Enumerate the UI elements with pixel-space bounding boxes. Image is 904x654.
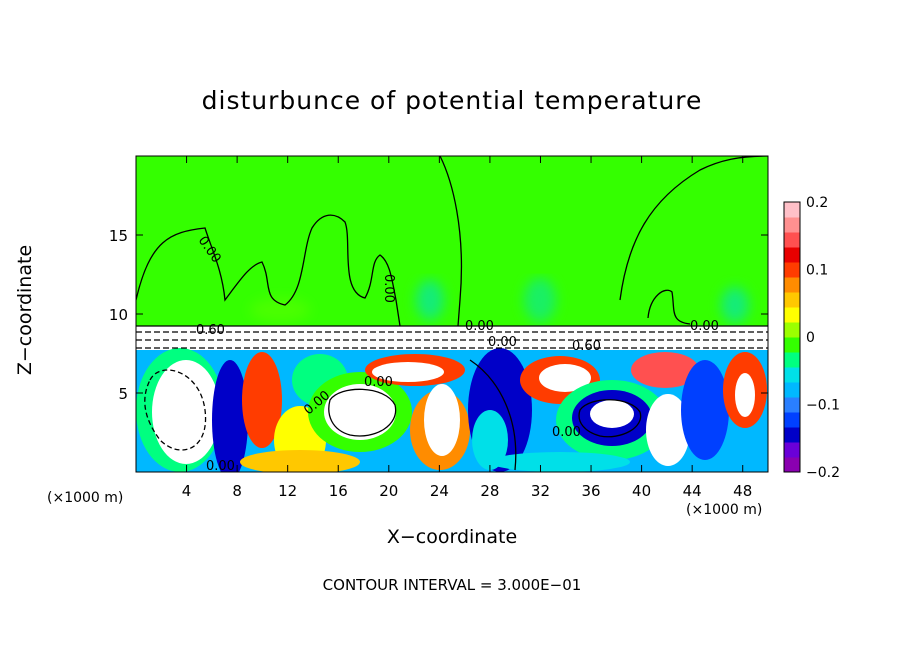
contour-interval-note: CONTOUR INTERVAL = 3.000E−01 bbox=[322, 576, 582, 594]
chart-title: disturbunce of potential temperature bbox=[201, 86, 703, 115]
y-tick-label: 10 bbox=[109, 306, 128, 324]
colorbar-swatch bbox=[784, 202, 800, 218]
contour-label: 0.00 bbox=[690, 319, 719, 334]
colorbar-swatch bbox=[784, 232, 800, 248]
x-tick-label: 16 bbox=[329, 482, 348, 500]
contour-label: 0.60 bbox=[196, 323, 225, 338]
y-tick-label: 5 bbox=[118, 385, 128, 403]
colorbar-swatch bbox=[784, 292, 800, 308]
upper-layer-fill bbox=[136, 156, 768, 330]
colorbar-swatch bbox=[784, 322, 800, 338]
colorbar-swatch bbox=[784, 247, 800, 263]
colorbar-swatch bbox=[784, 307, 800, 323]
x-tick-label: 12 bbox=[278, 482, 297, 500]
colorbar-swatch bbox=[784, 427, 800, 443]
x-tick-label: 4 bbox=[182, 482, 192, 500]
colorbar-swatch bbox=[784, 367, 800, 383]
contour-label: 0.00 bbox=[364, 375, 393, 390]
colorbar-swatch bbox=[784, 262, 800, 278]
colorbar-swatch bbox=[784, 457, 800, 473]
colorbar-tick-label: 0.2 bbox=[806, 195, 828, 211]
lower-layer-turbulence bbox=[136, 348, 767, 472]
x-tick-label: 36 bbox=[581, 482, 600, 500]
colorbar-swatch bbox=[784, 337, 800, 353]
colorbar-swatch bbox=[784, 397, 800, 413]
heatmap-field bbox=[136, 156, 768, 472]
contour-line bbox=[578, 399, 642, 438]
x-tick-label: 32 bbox=[531, 482, 550, 500]
y-axis: 5 10 15 bbox=[109, 227, 768, 403]
transition-layer bbox=[136, 326, 768, 350]
x-tick-label: 24 bbox=[430, 482, 449, 500]
contour-line bbox=[136, 214, 401, 327]
contour-line bbox=[619, 156, 768, 301]
contour-label: 0.60 bbox=[572, 339, 601, 354]
x-tick-label: 28 bbox=[480, 482, 499, 500]
x-unit-label-left: (×1000 m) bbox=[47, 490, 124, 506]
contour-lines bbox=[136, 156, 768, 471]
colorbar-tick-label: 0.1 bbox=[806, 263, 828, 279]
colorbar-swatch bbox=[784, 442, 800, 458]
upper-layer-shading bbox=[250, 278, 749, 323]
contour-label: 0.00 bbox=[488, 335, 517, 350]
colorbar-tick-label: −0.2 bbox=[806, 465, 840, 481]
contour-label: 0.00 bbox=[465, 319, 494, 334]
colorbar-swatch bbox=[784, 277, 800, 293]
contour-line bbox=[469, 359, 517, 471]
colorbar-frame bbox=[783, 201, 801, 473]
contour-label: 0.00 bbox=[381, 274, 396, 303]
y-axis-label: Z−coordinate bbox=[14, 244, 36, 376]
x-tick-label: 40 bbox=[632, 482, 651, 500]
contour-label: 0.00 bbox=[552, 425, 581, 440]
colorbar-swatch bbox=[784, 382, 800, 398]
y-tick-label: 15 bbox=[109, 227, 128, 245]
x-tick-label: 8 bbox=[232, 482, 242, 500]
colorbar-swatch bbox=[784, 412, 800, 428]
contour-line bbox=[647, 289, 691, 325]
contour-label: 0.00 bbox=[206, 459, 235, 474]
colorbar-tick-label: −0.1 bbox=[806, 398, 840, 414]
x-unit-label-right: (×1000 m) bbox=[686, 502, 763, 518]
colorbar: 0.2 0.1 0 −0.1 −0.2 bbox=[783, 195, 840, 481]
contour-line bbox=[144, 369, 207, 451]
colorbar-swatch bbox=[784, 217, 800, 233]
x-tick-label: 20 bbox=[379, 482, 398, 500]
x-tick-label: 48 bbox=[733, 482, 752, 500]
x-axis-label: X−coordinate bbox=[386, 526, 518, 548]
x-axis: 4 8 12 16 20 24 28 32 36 40 44 48 bbox=[182, 156, 752, 500]
contour-line bbox=[439, 156, 463, 327]
x-tick-label: 44 bbox=[683, 482, 702, 500]
contour-line bbox=[328, 388, 397, 437]
colorbar-swatch bbox=[784, 352, 800, 368]
colorbar-tick-label: 0 bbox=[806, 330, 815, 346]
